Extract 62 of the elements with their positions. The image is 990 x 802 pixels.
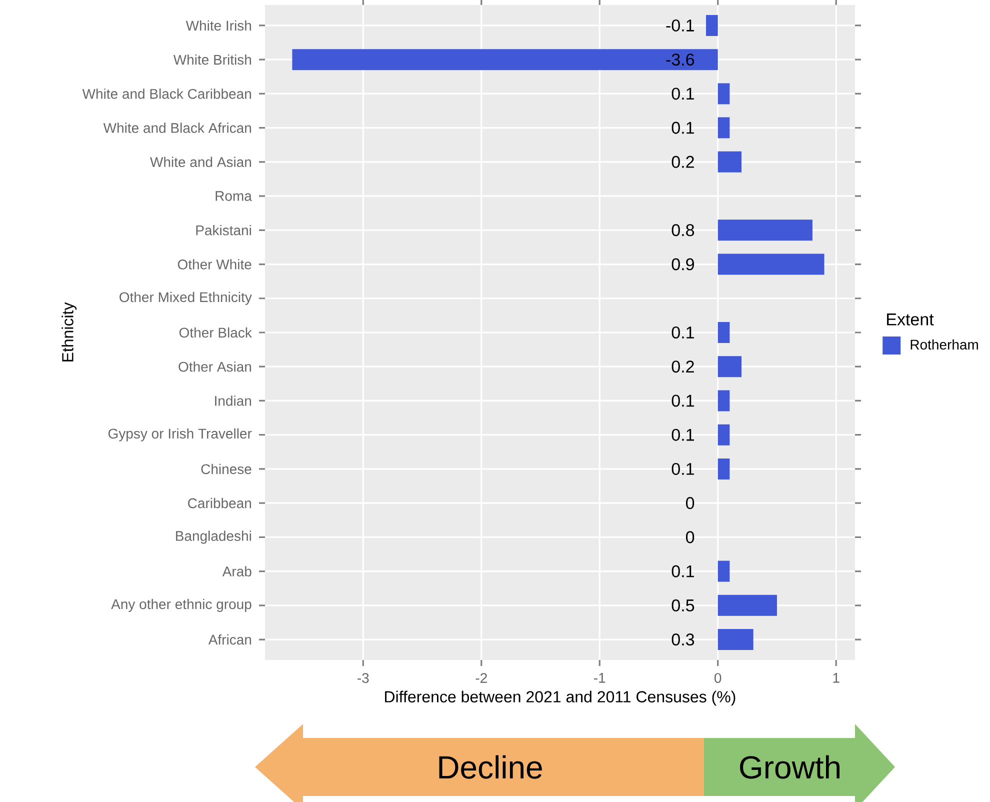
y-tick-label: Other Asian (178, 361, 252, 372)
legend-label: Rotherham (910, 339, 978, 350)
data-label: 0 (686, 497, 694, 510)
bar (718, 322, 730, 343)
y-tick-label: Indian (215, 396, 252, 406)
y-tick-label: Gypsy or Irish Traveller (108, 428, 252, 442)
data-label: 0.1 (672, 326, 694, 338)
x-tick-label: -3 (358, 673, 369, 683)
x-tick-label: 1 (833, 673, 840, 683)
x-tick-label: -1 (594, 673, 606, 683)
y-tick-label: White and Asian (150, 156, 251, 168)
y-tick-label: White and Black Caribbean (82, 88, 251, 99)
x-tick-label: 0 (714, 673, 722, 683)
y-tick-label: Other Black (179, 327, 252, 338)
data-label: 0.1 (672, 122, 694, 134)
y-tick-label: Bangladeshi (176, 530, 251, 544)
bar (718, 151, 742, 172)
data-label: 0.2 (672, 156, 694, 168)
data-label: 0.1 (672, 394, 694, 407)
data-label: 0.1 (672, 462, 694, 475)
bar (718, 629, 754, 650)
x-axis-title: Difference between 2021 and 2011 Censuses (%) (385, 690, 736, 706)
data-label: 0.1 (672, 565, 694, 578)
y-tick-label: Other Mixed Ethnicity (120, 292, 252, 305)
text: Growth (740, 755, 840, 779)
bar (718, 356, 742, 378)
y-tick-label: Any other ethnic group (111, 598, 252, 612)
y-axis-title: Ethnicity (62, 302, 77, 362)
bar (718, 117, 730, 138)
data-label: 0.1 (672, 428, 694, 441)
bar (718, 594, 777, 616)
legend-title: Extent (887, 314, 934, 326)
y-tick-label: White Irish (186, 20, 252, 31)
y-tick-label: White British (173, 54, 252, 65)
bar (718, 458, 730, 480)
bar (718, 220, 812, 241)
data-label: 0.1 (672, 88, 694, 100)
bar (292, 49, 718, 70)
y-tick-label: Chinese (201, 464, 252, 474)
x-tick-label: -2 (476, 673, 487, 683)
data-label: 0.9 (672, 258, 694, 270)
data-label: 0.2 (672, 360, 694, 373)
y-tick-label: White and Black African (103, 122, 251, 133)
data-label: 0.3 (672, 634, 694, 646)
y-tick-label: Pakistani (196, 225, 251, 236)
bar (718, 390, 730, 412)
data-label: 0 (686, 531, 694, 544)
y-tick-label: Arab (222, 566, 252, 576)
text: Decline (439, 755, 542, 779)
bar (718, 83, 730, 104)
data-label: 0.5 (672, 599, 694, 612)
data-label: -0.1 (666, 19, 694, 32)
data-label: 0.8 (672, 224, 694, 236)
y-tick-label: Other White (178, 259, 252, 270)
y-tick-label: African (208, 634, 252, 645)
data-label: -3.6 (666, 54, 694, 66)
bar (718, 254, 824, 275)
bar (718, 424, 730, 446)
bar (706, 14, 718, 36)
y-tick-label: Caribbean (188, 498, 252, 508)
bar (718, 560, 730, 582)
y-tick-label: Roma (216, 191, 252, 201)
